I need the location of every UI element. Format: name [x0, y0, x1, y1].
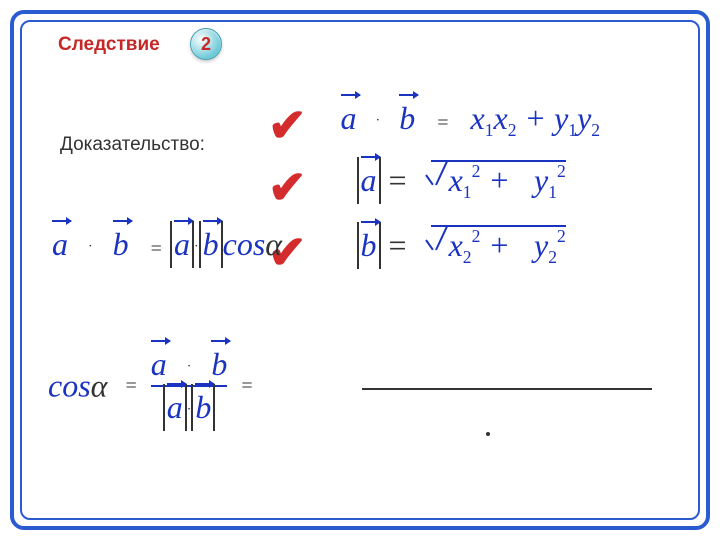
magnitude-b-formula: ✔ b = x22 + y22 — [268, 225, 566, 279]
numerator: a · b — [151, 346, 228, 382]
magnitude-a-formula: ✔ a = x12 + y12 — [268, 160, 566, 214]
y2: y2 — [577, 100, 600, 136]
x2: x2 — [494, 100, 517, 136]
equals: = — [437, 112, 448, 134]
equals: = — [389, 227, 407, 263]
denominator: a·b — [163, 389, 216, 425]
dot-product-formula: ✔ a · b = x1x2 + y1y2 — [268, 98, 600, 152]
fraction: a · b a·b — [151, 346, 228, 426]
y1sq: y12 — [534, 162, 566, 198]
equals: = — [115, 375, 146, 397]
mag-a: a — [170, 226, 194, 263]
vector-a: a — [52, 226, 68, 263]
y1: y1 — [554, 100, 577, 136]
slide: Следствие 2 Доказательство: ✔ a · b = x1… — [0, 0, 720, 540]
vector-b: b — [399, 100, 415, 137]
vector-a: a — [341, 100, 357, 137]
x2sq: x22 — [449, 227, 481, 263]
cos: cos — [223, 226, 266, 262]
proof-label: Доказательство: — [60, 134, 205, 156]
plus: + — [488, 227, 510, 263]
sqrt: x22 + y22 — [431, 225, 566, 264]
equals: = — [151, 238, 162, 260]
x1sq: x12 — [449, 162, 481, 198]
equals: = — [389, 162, 407, 198]
cos: cos — [48, 368, 91, 404]
dot-symbol: · — [376, 113, 381, 128]
checkmark-icon: ✔ — [268, 98, 307, 152]
magnitude-a: a — [357, 162, 381, 199]
vector-b: b — [113, 226, 129, 263]
equals: = — [231, 375, 262, 397]
sqrt: x12 + y12 — [431, 160, 566, 199]
result-denominator-dot — [460, 422, 515, 441]
checkmark-icon: ✔ — [268, 160, 307, 214]
dot-symbol: · — [88, 240, 93, 255]
alpha: α — [265, 226, 282, 262]
cos-alpha-formula: cosα = a · b a·b = — [48, 346, 263, 426]
result-fraction-line — [362, 388, 652, 390]
dot-product-cos-formula: a · b = a·bcosα — [52, 226, 282, 263]
corollary-number-badge: 2 — [190, 28, 222, 60]
magnitude-b: b — [357, 227, 381, 264]
title-text: Следствие — [58, 34, 160, 56]
y2sq: y22 — [534, 227, 566, 263]
plus: + — [525, 100, 547, 136]
x1: x1 — [471, 100, 494, 136]
plus: + — [488, 162, 510, 198]
alpha: α — [91, 368, 108, 404]
mag-b: b — [199, 226, 223, 263]
